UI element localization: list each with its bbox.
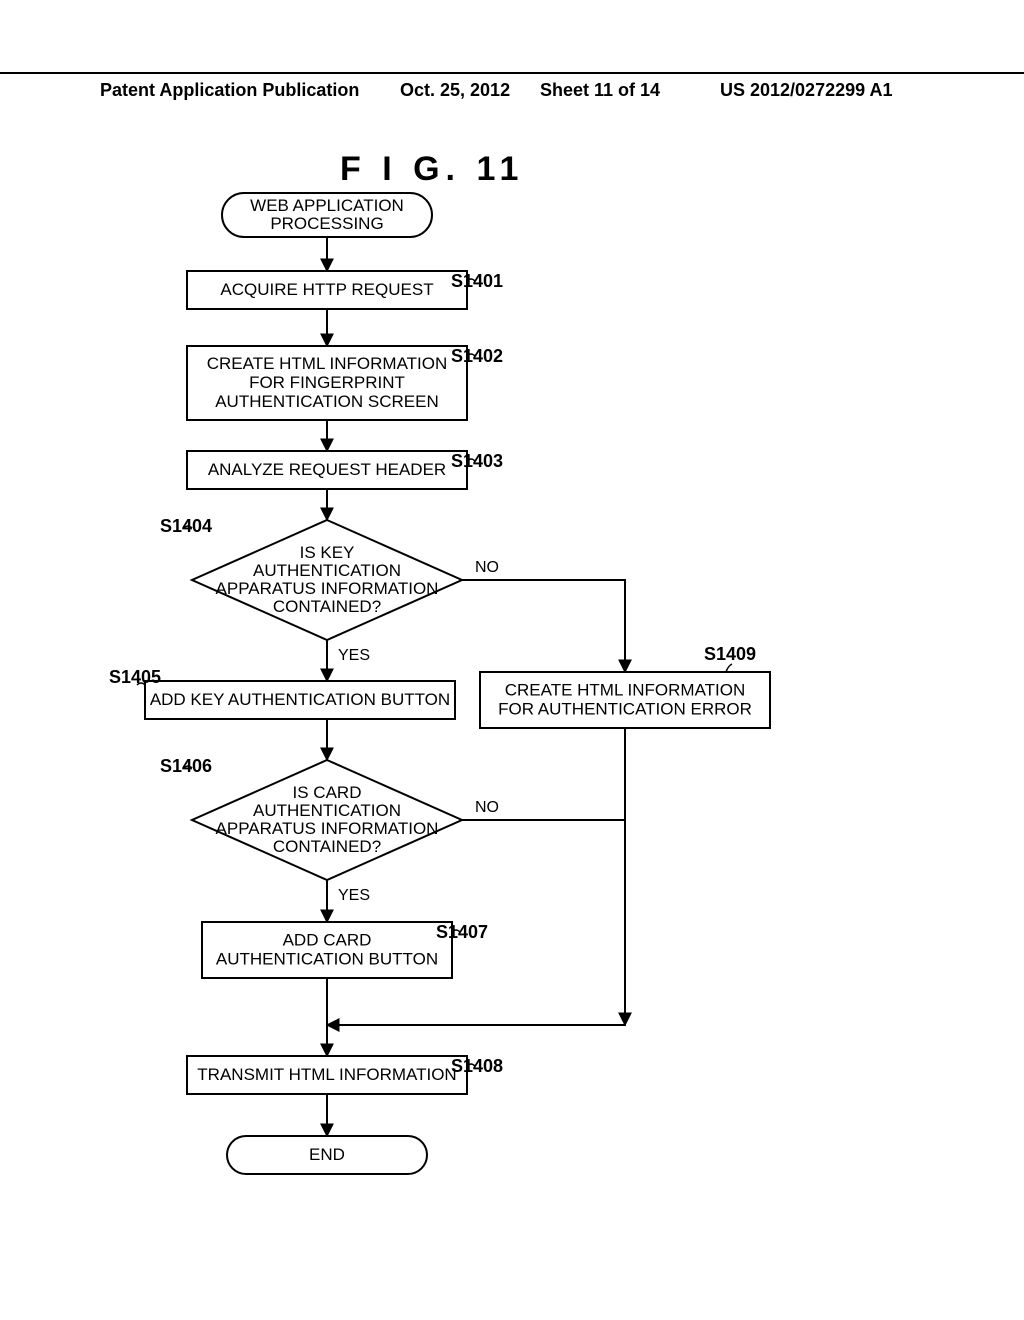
flow-node-start: WEB APPLICATIONPROCESSING xyxy=(222,193,432,237)
svg-text:ADD KEY AUTHENTICATION BUTTON: ADD KEY AUTHENTICATION BUTTON xyxy=(150,690,450,709)
svg-text:AUTHENTICATION: AUTHENTICATION xyxy=(253,561,401,580)
svg-text:AUTHENTICATION SCREEN: AUTHENTICATION SCREEN xyxy=(215,392,439,411)
edge-label: YES xyxy=(338,647,370,664)
flow-node-s1409: CREATE HTML INFORMATIONFOR AUTHENTICATIO… xyxy=(480,672,770,728)
step-label: S1403 xyxy=(451,451,503,471)
flow-edge xyxy=(327,728,625,1025)
edge-label: YES xyxy=(338,887,370,904)
svg-text:IS CARD: IS CARD xyxy=(293,783,362,802)
step-label: S1402 xyxy=(451,346,503,366)
step-label: S1409 xyxy=(704,644,756,664)
flowchart-svg: WEB APPLICATIONPROCESSING ACQUIRE HTTP RE… xyxy=(0,0,1024,1320)
step-label: S1405 xyxy=(109,667,161,687)
flow-node-s1401: ACQUIRE HTTP REQUEST xyxy=(187,271,467,309)
svg-text:END: END xyxy=(309,1145,345,1164)
svg-text:WEB APPLICATION: WEB APPLICATION xyxy=(250,196,404,215)
svg-text:FOR AUTHENTICATION ERROR: FOR AUTHENTICATION ERROR xyxy=(498,700,752,719)
step-label: S1401 xyxy=(451,271,503,291)
svg-text:ANALYZE REQUEST HEADER: ANALYZE REQUEST HEADER xyxy=(208,460,446,479)
svg-text:IS KEY: IS KEY xyxy=(300,543,355,562)
svg-text:CONTAINED?: CONTAINED? xyxy=(273,837,381,856)
edge-label: NO xyxy=(475,559,499,576)
svg-text:AUTHENTICATION: AUTHENTICATION xyxy=(253,801,401,820)
page: Patent Application Publication Oct. 25, … xyxy=(0,0,1024,1320)
flow-node-s1404: IS KEYAUTHENTICATIONAPPARATUS INFORMATIO… xyxy=(192,520,462,640)
step-label: S1407 xyxy=(436,922,488,942)
svg-text:PROCESSING: PROCESSING xyxy=(270,214,383,233)
svg-text:CREATE HTML INFORMATION: CREATE HTML INFORMATION xyxy=(207,354,448,373)
svg-text:ADD CARD: ADD CARD xyxy=(283,931,372,950)
flow-node-s1408: TRANSMIT HTML INFORMATION xyxy=(187,1056,467,1094)
flow-node-s1406: IS CARDAUTHENTICATIONAPPARATUS INFORMATI… xyxy=(192,760,462,880)
svg-text:TRANSMIT HTML INFORMATION: TRANSMIT HTML INFORMATION xyxy=(197,1065,456,1084)
svg-text:FOR FINGERPRINT: FOR FINGERPRINT xyxy=(249,373,405,392)
svg-text:APPARATUS INFORMATION: APPARATUS INFORMATION xyxy=(216,819,439,838)
svg-text:CREATE HTML INFORMATION: CREATE HTML INFORMATION xyxy=(505,681,746,700)
svg-text:AUTHENTICATION BUTTON: AUTHENTICATION BUTTON xyxy=(216,950,438,969)
edge-label: NO xyxy=(475,799,499,816)
flow-node-s1402: CREATE HTML INFORMATIONFOR FINGERPRINTAU… xyxy=(187,346,467,420)
flow-node-s1407: ADD CARDAUTHENTICATION BUTTON xyxy=(202,922,452,978)
step-label: S1408 xyxy=(451,1056,503,1076)
svg-text:ACQUIRE HTTP REQUEST: ACQUIRE HTTP REQUEST xyxy=(220,280,433,299)
flow-node-end: END xyxy=(227,1136,427,1174)
flow-edge xyxy=(462,580,625,672)
flow-node-s1405: ADD KEY AUTHENTICATION BUTTON xyxy=(145,681,455,719)
svg-text:CONTAINED?: CONTAINED? xyxy=(273,597,381,616)
svg-text:APPARATUS INFORMATION: APPARATUS INFORMATION xyxy=(216,579,439,598)
flow-node-s1403: ANALYZE REQUEST HEADER xyxy=(187,451,467,489)
